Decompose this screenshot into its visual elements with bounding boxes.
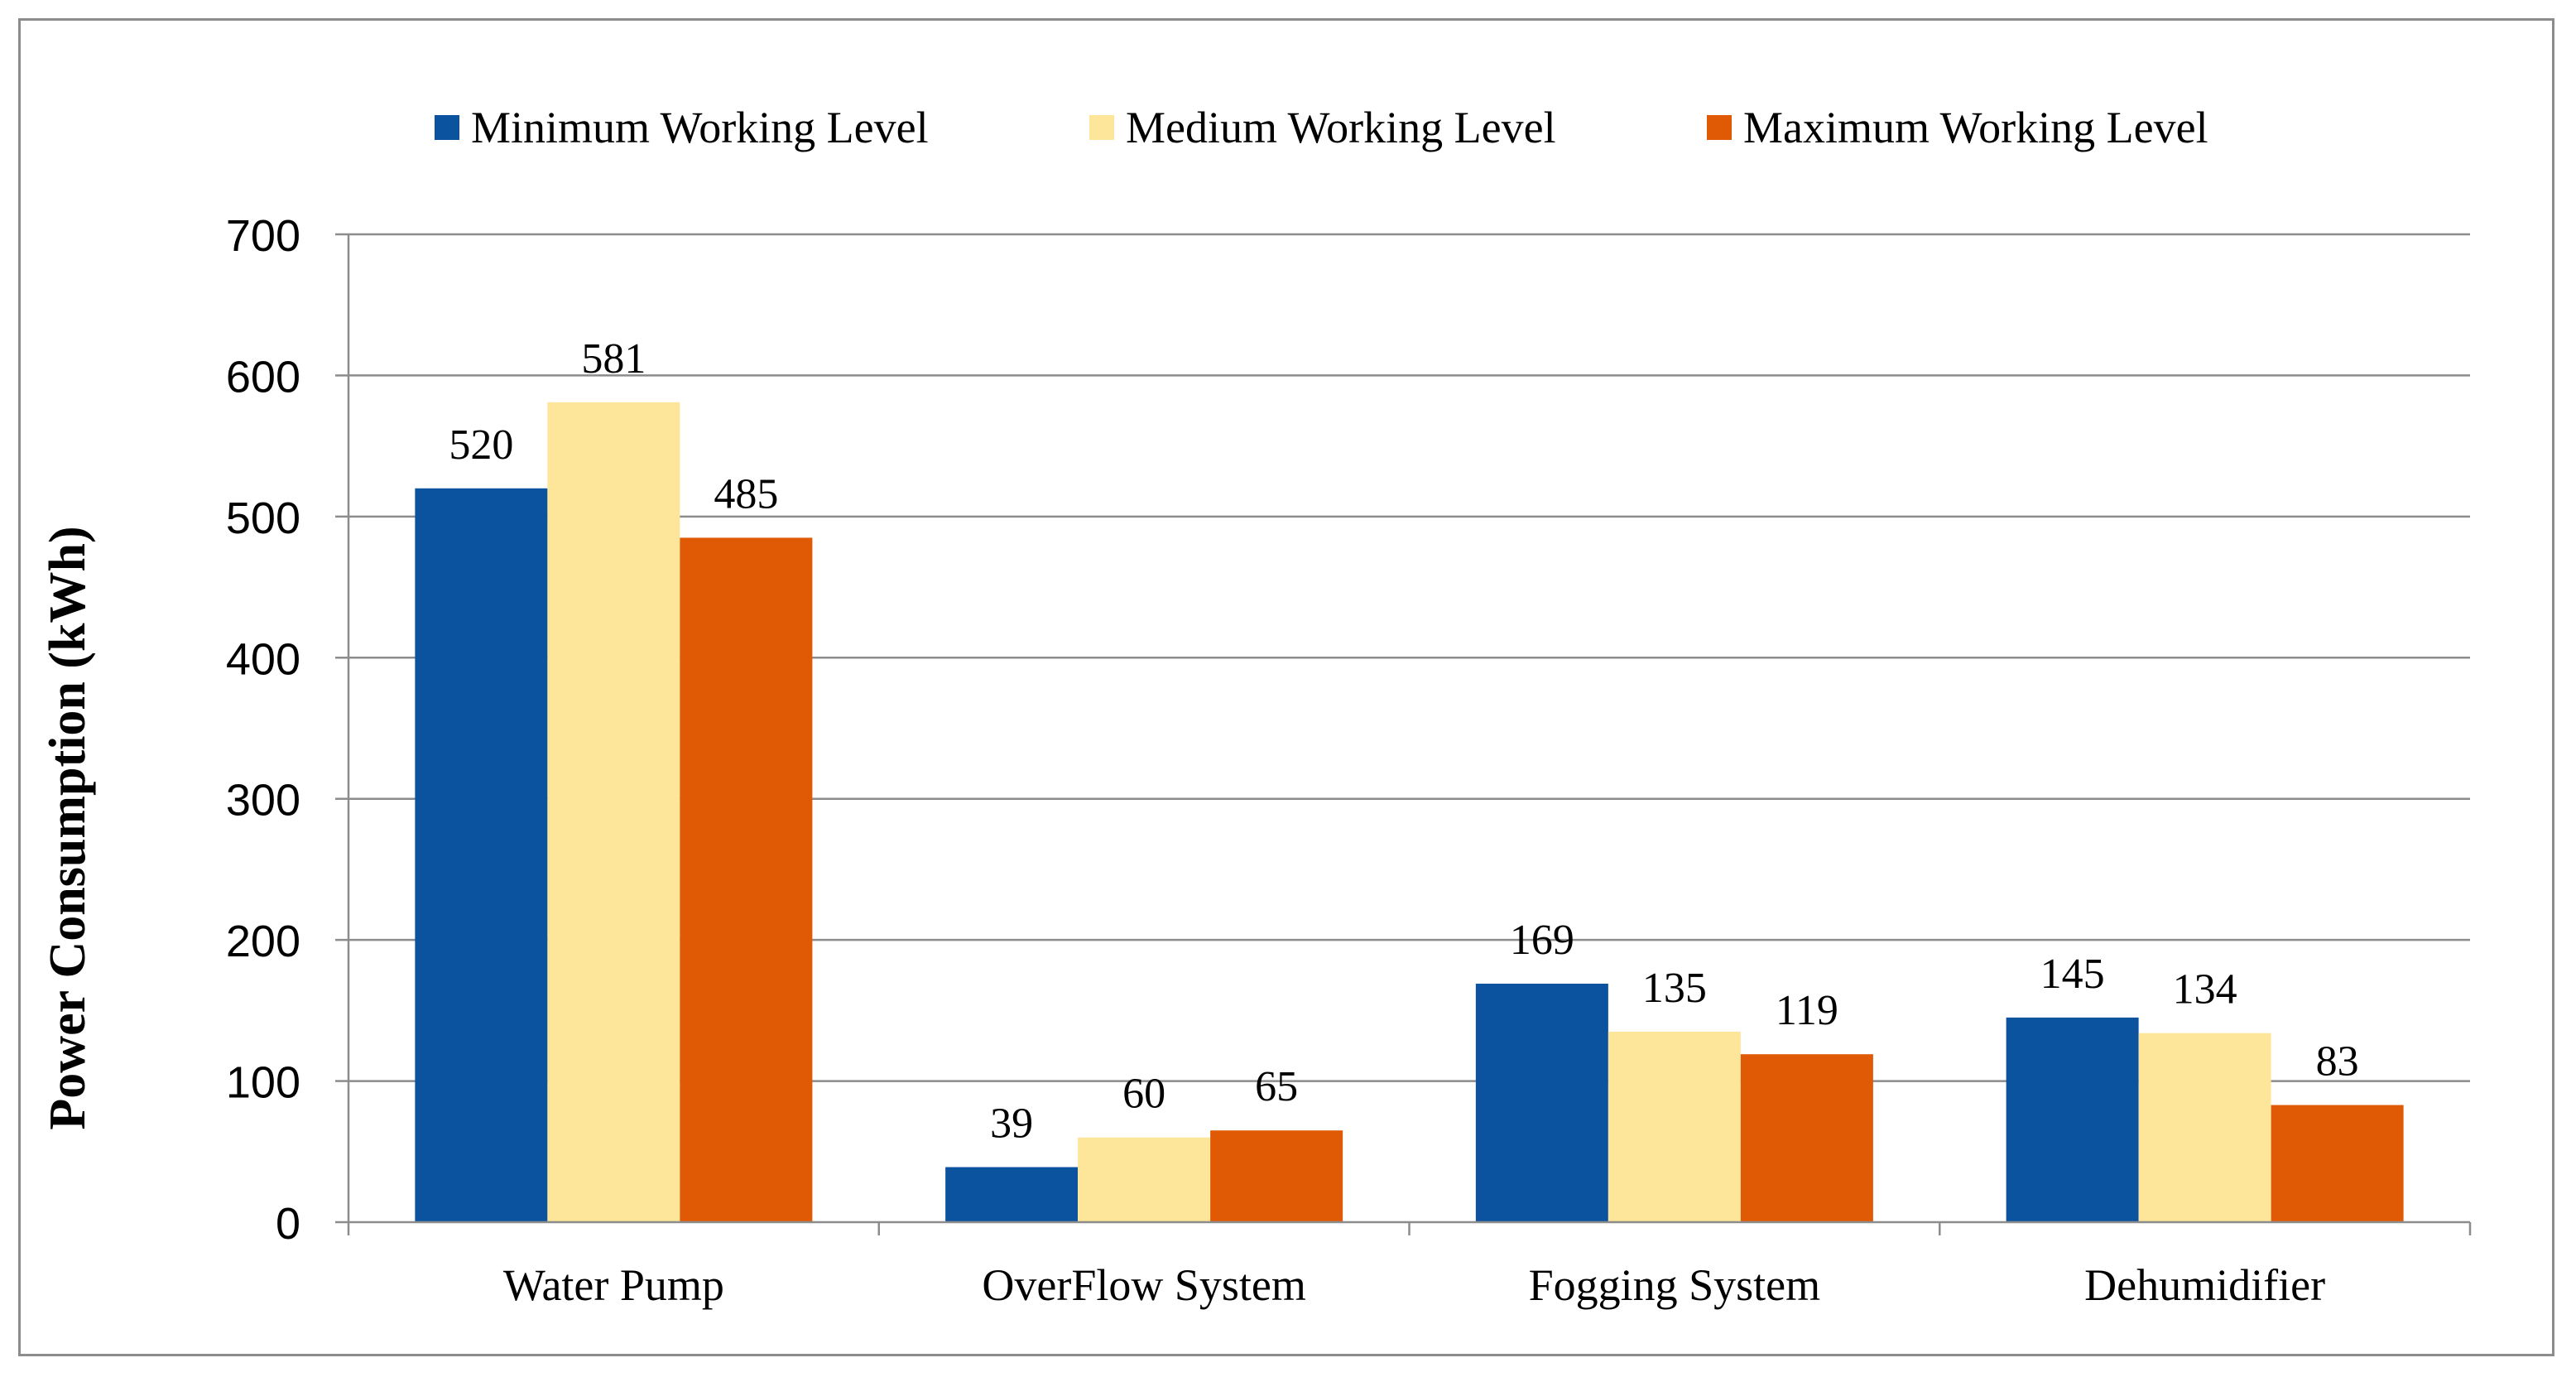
bar <box>1078 1137 1211 1222</box>
legend[interactable]: Minimum Working Level Medium Working Leve… <box>435 103 2208 152</box>
y-tick-label: 300 <box>226 776 300 826</box>
x-tick-label: Water Pump <box>503 1260 724 1310</box>
legend-item[interactable]: Medium Working Level <box>1089 103 1556 152</box>
bar <box>945 1167 1079 1222</box>
x-tick-label: Dehumidifier <box>2084 1260 2325 1310</box>
y-tick-label: 700 <box>226 211 300 261</box>
data-label: 485 <box>714 470 778 518</box>
legend-item[interactable]: Maximum Working Level <box>1707 103 2208 152</box>
legend-item[interactable]: Minimum Working Level <box>435 103 929 152</box>
y-tick-label: 600 <box>226 352 300 402</box>
data-label: 520 <box>449 421 513 469</box>
y-tick-label: 200 <box>226 917 300 966</box>
axes: 0 100 200 300 400 500 600 700 Water Pump OverFlow… <box>226 211 2472 1310</box>
y-tick-label: 500 <box>226 494 300 543</box>
data-label: 119 <box>1776 987 1838 1034</box>
x-tick-label: OverFlow System <box>982 1260 1306 1310</box>
bar <box>415 488 548 1222</box>
legend-label: Maximum Working Level <box>1743 103 2208 152</box>
bar <box>2138 1033 2271 1222</box>
data-label: 145 <box>2040 951 2105 998</box>
bar <box>1740 1054 1873 1222</box>
data-label: 581 <box>581 335 646 383</box>
data-label: 60 <box>1122 1071 1165 1118</box>
data-labels: 520 581 485 39 60 65 169 135 119 145 134 83 <box>449 335 2358 1148</box>
bar <box>2271 1105 2404 1222</box>
bar <box>680 537 813 1222</box>
data-label: 65 <box>1255 1063 1298 1110</box>
legend-label: Medium Working Level <box>1126 103 1556 152</box>
legend-swatch <box>1089 115 1114 140</box>
x-tick-label: Fogging System <box>1529 1260 1821 1310</box>
bars <box>415 402 2404 1222</box>
bar <box>547 402 680 1222</box>
bar <box>1210 1130 1343 1222</box>
bar <box>1475 983 1608 1222</box>
data-label: 39 <box>990 1100 1033 1148</box>
y-axis-label: Power Consumption (kWh) <box>40 526 96 1129</box>
data-label: 169 <box>1510 917 1574 964</box>
y-tick-label: 400 <box>226 634 300 684</box>
bar <box>2006 1017 2139 1222</box>
legend-swatch <box>1707 115 1732 140</box>
legend-swatch <box>435 115 459 140</box>
y-tick-label: 100 <box>226 1058 300 1108</box>
data-label: 134 <box>2173 966 2237 1013</box>
data-label: 135 <box>1642 965 1707 1012</box>
y-tick-label: 0 <box>276 1199 300 1249</box>
legend-label: Minimum Working Level <box>471 103 929 152</box>
bar <box>1608 1031 1741 1222</box>
data-label: 83 <box>2316 1038 2359 1086</box>
